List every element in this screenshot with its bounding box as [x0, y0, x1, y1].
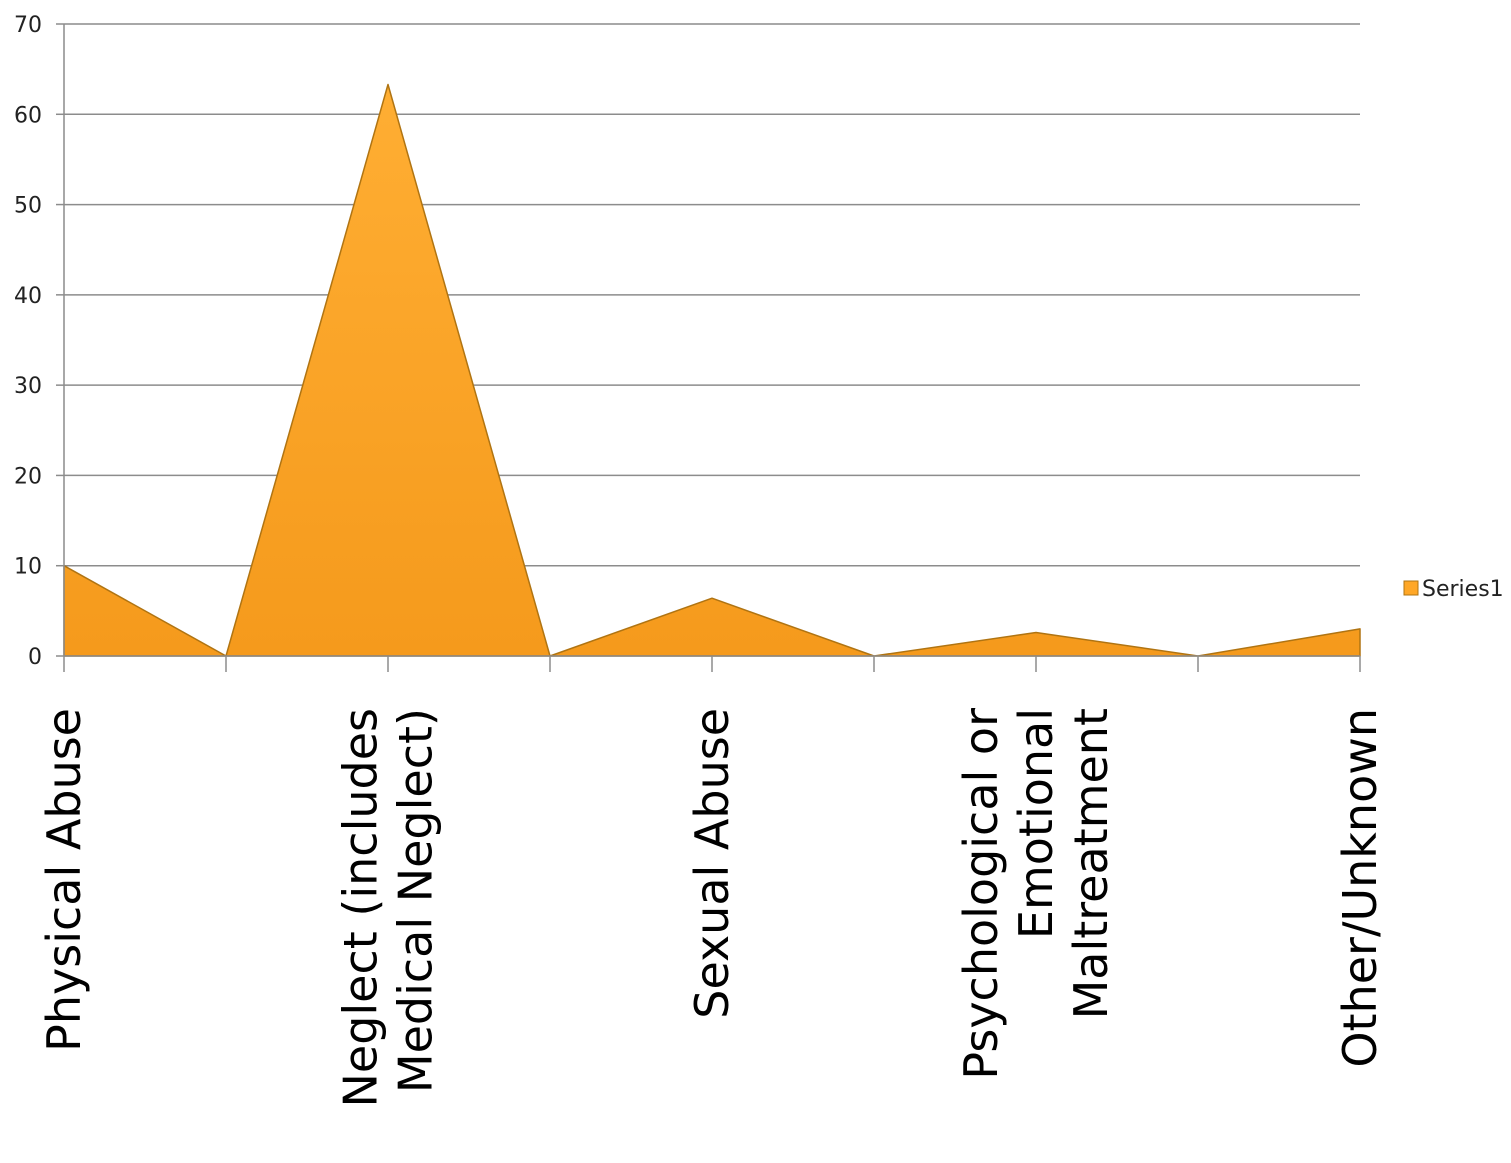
legend: Series1: [1403, 577, 1504, 602]
y-tick-label-20: 20: [14, 464, 42, 489]
y-tick-label-70: 70: [14, 13, 42, 38]
category-label-0: Physical Abuse: [37, 708, 91, 1052]
axes: [56, 23, 1361, 672]
area-series-Series1: [63, 83, 1361, 657]
gridlines: [64, 23, 1360, 567]
legend-swatch-series1: [1403, 580, 1419, 596]
y-tick-label-60: 60: [14, 103, 42, 128]
y-tick-label-30: 30: [14, 374, 42, 399]
category-label-2: Neglect (includesMedical Neglect): [334, 708, 443, 1108]
series-layer: [63, 83, 1361, 657]
category-label-8: Other/Unknown: [1333, 708, 1387, 1068]
category-label-6: Psychological orEmotionalMaltreatment: [954, 708, 1118, 1080]
y-tick-label-50: 50: [14, 194, 42, 219]
legend-label-series1: Series1: [1422, 577, 1504, 602]
category-label-4: Sexual Abuse: [685, 708, 739, 1019]
y-tick-labels: 0 10 20 30 40 50 60 70: [14, 13, 42, 670]
y-tick-label-40: 40: [14, 284, 42, 309]
y-tick-label-0: 0: [28, 645, 42, 670]
y-tick-label-10: 10: [14, 555, 42, 580]
category-labels: Physical Abuse Neglect (includesMedical N…: [37, 708, 1387, 1108]
